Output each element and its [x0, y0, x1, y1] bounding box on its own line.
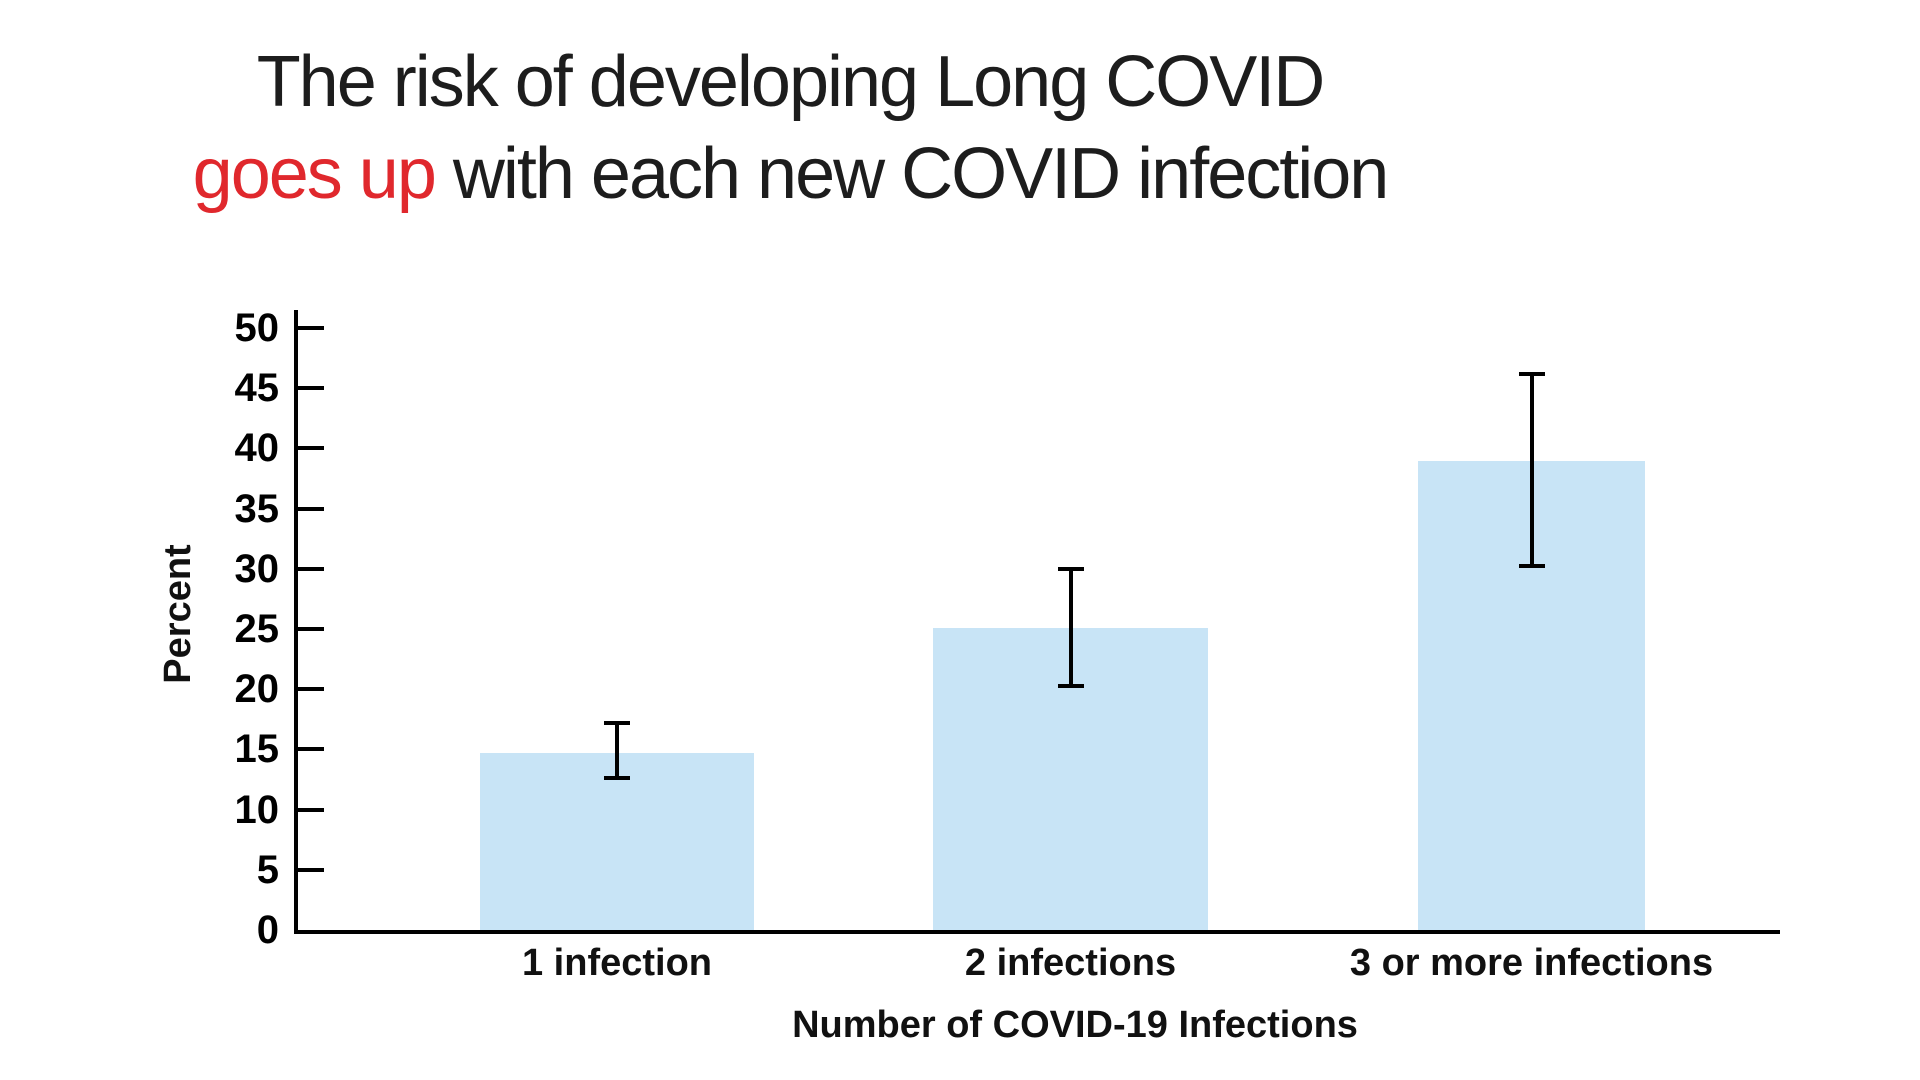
y-tick-15	[298, 747, 324, 752]
y-tick-25	[298, 627, 324, 632]
y-tick-30	[298, 566, 324, 571]
chart-title-highlight: goes up	[192, 134, 437, 214]
error-bar-line-1	[615, 722, 619, 779]
y-tick-20	[298, 687, 324, 692]
error-bar-cap-bottom-2	[1057, 683, 1084, 688]
error-bar-line-2	[1068, 568, 1073, 686]
chart-title-line1: The risk of developing Long COVID	[256, 42, 1326, 122]
y-tick-35	[298, 506, 324, 511]
plot-area: 0 5 10 15 20 25 30 35 40 45 50 1 infection 2 infect…	[235, 306, 1780, 1046]
y-tick-label-50: 50	[234, 306, 280, 351]
error-bar-cap-top-1	[604, 720, 630, 725]
x-category-label-2: 2 infections	[964, 942, 1177, 984]
error-bar-cap-top-3	[1518, 371, 1545, 376]
y-tick-5	[298, 867, 324, 872]
y-tick-label-35: 35	[234, 486, 280, 531]
y-tick-label-15: 15	[234, 727, 280, 772]
error-bar-cap-bottom-3	[1518, 564, 1545, 569]
y-tick-label-45: 45	[234, 366, 280, 411]
x-category-label-1: 1 infection	[521, 942, 713, 984]
chart-title: The risk of developing Long COVID goes u…	[0, 36, 1580, 220]
x-axis-title: Number of COVID-19 Infections	[792, 1004, 1358, 1046]
y-tick-50	[298, 326, 324, 331]
error-bar-cap-top-2	[1057, 566, 1084, 571]
x-category-label-3: 3 or more infections	[1349, 942, 1714, 984]
y-tick-40	[298, 446, 324, 451]
y-tick-label-25: 25	[234, 607, 280, 652]
y-tick-label-30: 30	[234, 546, 280, 591]
y-tick-10	[298, 807, 324, 812]
error-bar-cap-bottom-1	[604, 776, 630, 781]
y-tick-label-20: 20	[234, 667, 280, 712]
y-tick-label-40: 40	[234, 426, 280, 471]
x-axis-line	[294, 930, 1780, 934]
y-axis-line	[294, 310, 298, 934]
y-tick-label-0: 0	[256, 908, 279, 952]
chart-title-line2-rest: with each new COVID infection	[434, 134, 1389, 214]
y-tick-label-5: 5	[256, 847, 279, 892]
y-tick-label-10: 10	[234, 787, 280, 832]
bar-1	[480, 753, 754, 930]
error-bar-line-3	[1529, 373, 1534, 567]
y-tick-45	[298, 386, 324, 391]
